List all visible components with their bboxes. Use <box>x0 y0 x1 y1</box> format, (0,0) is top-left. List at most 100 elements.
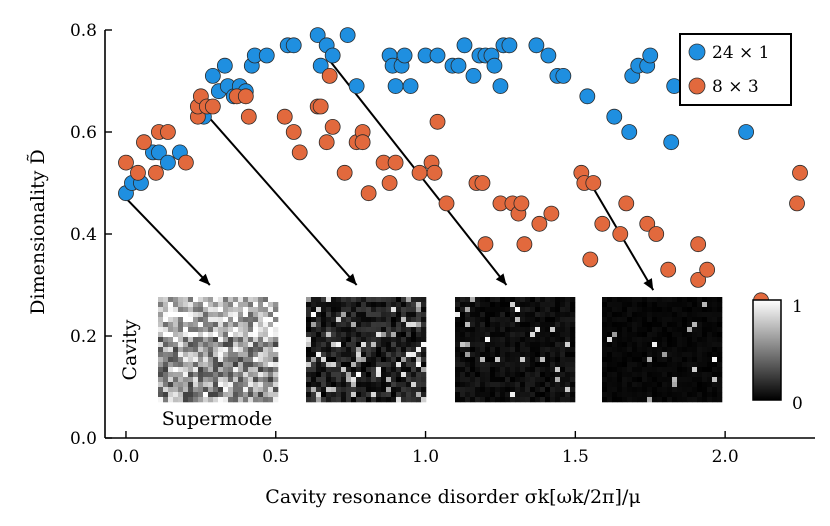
inset-pixel <box>622 297 628 303</box>
data-point <box>177 154 194 171</box>
inset-pixel <box>662 372 668 378</box>
inset-pixel <box>687 357 693 363</box>
inset-pixel <box>208 347 214 353</box>
inset-pixel <box>485 347 491 353</box>
inset-pixel <box>485 372 491 378</box>
inset-pixel <box>361 367 367 373</box>
inset-pixel <box>612 327 618 333</box>
inset-pixel <box>712 327 718 333</box>
inset-pixel <box>248 317 254 323</box>
inset-pixel <box>500 297 506 303</box>
inset-pixel <box>642 387 648 393</box>
inset-pixel <box>632 322 638 328</box>
inset-pixel <box>243 397 249 403</box>
inset-pixel <box>263 352 269 358</box>
inset-pixel <box>406 337 412 343</box>
inset-pixel <box>178 372 184 378</box>
inset-pixel <box>667 357 673 363</box>
inset-pixel <box>341 362 347 368</box>
inset-pixel <box>717 322 723 328</box>
inset-pixel <box>253 332 259 338</box>
inset-pixel <box>515 312 521 318</box>
inset-pixel <box>530 387 536 393</box>
inset-pixel <box>480 317 486 323</box>
inset-pixel <box>163 367 169 373</box>
inset-pixel <box>565 392 571 398</box>
inset-pixel <box>525 397 531 403</box>
inset-pixel <box>555 312 561 318</box>
inset-pixel <box>341 397 347 403</box>
inset-pixel <box>495 367 501 373</box>
inset-pixel <box>602 347 608 353</box>
inset-pixel <box>657 312 663 318</box>
inset-pixel <box>233 387 239 393</box>
inset-pixel <box>712 362 718 368</box>
inset-pixel <box>520 342 526 348</box>
inset-pixel <box>341 342 347 348</box>
inset-pixel <box>687 392 693 398</box>
inset-pixel <box>455 302 461 308</box>
inset-pixel <box>218 342 224 348</box>
inset-pixel <box>455 307 461 313</box>
inset-pixel <box>707 362 713 368</box>
data-point <box>426 164 443 181</box>
inset-pixel <box>326 387 332 393</box>
inset-pixel <box>500 342 506 348</box>
inset-pixel <box>341 337 347 343</box>
inset-pixel <box>351 367 357 373</box>
inset-pixel <box>480 357 486 363</box>
inset-pixel <box>485 362 491 368</box>
inset-pixel <box>475 372 481 378</box>
inset-pixel <box>617 377 623 383</box>
inset-pixel <box>460 392 466 398</box>
inset-pixel <box>391 302 397 308</box>
inset-pixel <box>223 397 229 403</box>
inset-pixel <box>326 367 332 373</box>
inset-pixel <box>238 352 244 358</box>
inset-pixel <box>396 312 402 318</box>
inset-pixel <box>560 352 566 358</box>
inset-pixel <box>485 322 491 328</box>
inset-pixel <box>306 342 312 348</box>
inset-pixel <box>632 337 638 343</box>
inset-pixel <box>627 387 633 393</box>
inset-pixel <box>697 337 703 343</box>
inset-pixel <box>411 297 417 303</box>
inset-pixel <box>682 352 688 358</box>
inset-pixel <box>570 397 576 403</box>
inset-pixel <box>455 327 461 333</box>
inset-pixel <box>203 382 209 388</box>
inset-pixel <box>687 367 693 373</box>
inset-pixel <box>411 307 417 313</box>
inset-pixel <box>361 302 367 308</box>
inset-pixel <box>697 352 703 358</box>
inset-pixel <box>416 337 422 343</box>
inset-pixel <box>565 332 571 338</box>
inset-pixel <box>406 392 412 398</box>
inset-pixel <box>346 327 352 333</box>
inset-pixel <box>505 297 511 303</box>
inset-pixel <box>632 352 638 358</box>
inset-pixel <box>570 302 576 308</box>
inset-pixel <box>346 312 352 318</box>
inset-pixel <box>401 357 407 363</box>
inset-pixel <box>361 357 367 363</box>
inset-pixel <box>647 342 653 348</box>
inset-pixel <box>642 372 648 378</box>
inset-pixel <box>657 362 663 368</box>
inset-pixel <box>163 337 169 343</box>
inset-pixel <box>687 347 693 353</box>
inset-pixel <box>687 382 693 388</box>
inset-pixel <box>677 302 683 308</box>
inset-pixel <box>637 362 643 368</box>
inset-pixel <box>346 382 352 388</box>
inset-pixel <box>702 342 708 348</box>
inset-pixel <box>465 332 471 338</box>
inset-pixel <box>218 397 224 403</box>
inset-pixel <box>565 352 571 358</box>
inset-pixel <box>183 297 189 303</box>
inset-pixel <box>565 312 571 318</box>
inset-pixel <box>602 372 608 378</box>
inset-pixel <box>560 337 566 343</box>
inset-pixel <box>218 352 224 358</box>
